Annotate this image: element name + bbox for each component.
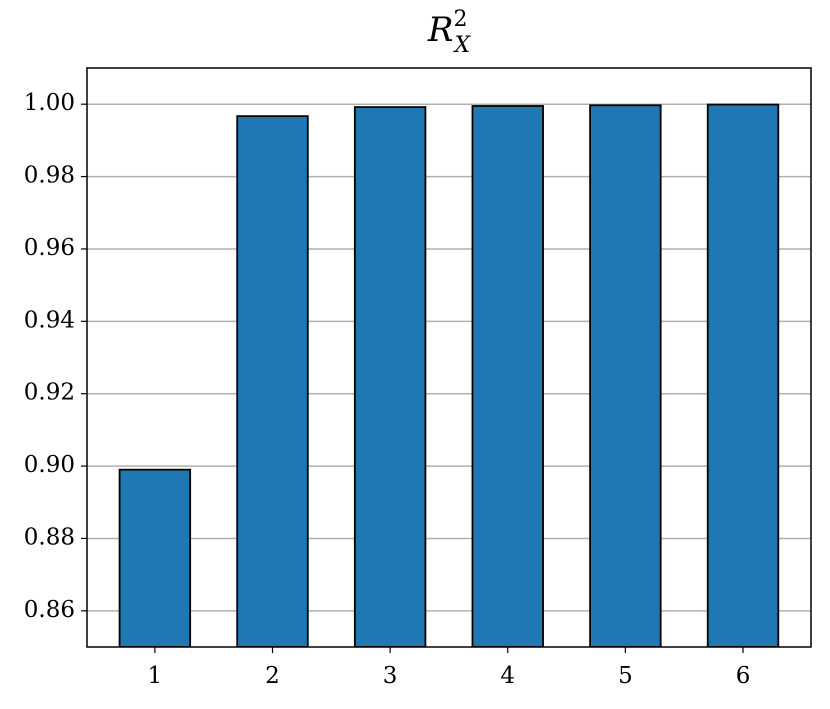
y-tick-label: 0.88 xyxy=(24,524,75,550)
bar xyxy=(118,468,192,647)
y-tick-label: 0.94 xyxy=(24,307,75,333)
bar xyxy=(706,103,780,647)
x-tick-label: 3 xyxy=(383,663,398,689)
title-base: R xyxy=(427,10,454,50)
x-tick-label: 2 xyxy=(265,663,280,689)
x-tick-label: 5 xyxy=(618,663,633,689)
y-tick-label: 0.92 xyxy=(24,380,75,406)
x-tick-label: 6 xyxy=(736,663,751,689)
y-tick-label: 0.98 xyxy=(24,163,75,189)
bar xyxy=(471,105,544,647)
y-tick-label: 0.90 xyxy=(24,452,75,478)
bars xyxy=(118,103,780,647)
title-superscript: 2 xyxy=(453,7,467,32)
bar xyxy=(353,106,427,647)
plot-frame xyxy=(86,67,812,648)
x-tick-label: 1 xyxy=(148,663,163,689)
y-tick-label: 1.00 xyxy=(24,90,75,116)
bar xyxy=(589,104,662,647)
axes: 0.86 0.88 0.90 0.92 0.94 0.96 0.98 1.00 1 2 3 4 5 6 xyxy=(24,90,751,689)
bar xyxy=(236,115,309,647)
grid xyxy=(87,103,811,612)
y-tick-label: 0.86 xyxy=(24,597,75,623)
y-tick-label: 0.96 xyxy=(24,235,75,261)
x-tick-label: 4 xyxy=(500,663,515,689)
chart-title: R2 X xyxy=(427,7,472,58)
title-subscript: X xyxy=(452,33,471,58)
